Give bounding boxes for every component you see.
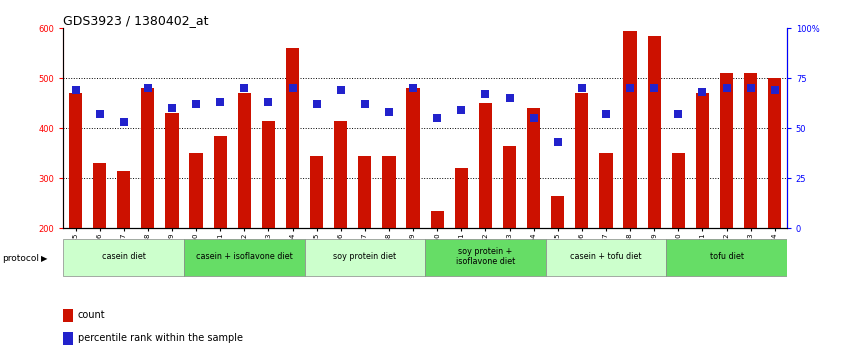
Point [238, 86, 251, 91]
Text: casein + tofu diet: casein + tofu diet [570, 252, 642, 261]
Bar [69, 93, 82, 228]
Bar [672, 153, 685, 228]
Bar [503, 146, 516, 228]
Point [720, 86, 733, 91]
Bar [666, 239, 787, 276]
Bar [63, 332, 73, 345]
Bar [305, 239, 425, 276]
Point [334, 87, 348, 93]
Bar [406, 88, 420, 228]
Point [261, 99, 275, 105]
Bar [599, 153, 613, 228]
Bar [575, 93, 589, 228]
Bar [431, 211, 444, 228]
Bar [310, 156, 323, 228]
Point [406, 86, 420, 91]
Bar [454, 169, 468, 228]
Point [695, 90, 709, 95]
Text: GDS3923 / 1380402_at: GDS3923 / 1380402_at [63, 14, 209, 27]
Bar [165, 113, 179, 228]
Point [382, 109, 396, 115]
Bar [93, 163, 107, 228]
Point [358, 102, 371, 107]
Point [286, 86, 299, 91]
Point [165, 105, 179, 111]
Point [744, 86, 757, 91]
Point [551, 139, 564, 145]
Text: ▶: ▶ [41, 254, 47, 263]
Text: tofu diet: tofu diet [710, 252, 744, 261]
Point [117, 120, 130, 125]
Text: soy protein diet: soy protein diet [333, 252, 397, 261]
Bar [744, 73, 757, 228]
Text: casein diet: casein diet [102, 252, 146, 261]
Point [69, 87, 82, 93]
Point [768, 87, 782, 93]
Bar [117, 171, 130, 228]
Bar [213, 136, 227, 228]
Bar [425, 239, 546, 276]
Bar [546, 239, 667, 276]
Bar [358, 156, 371, 228]
Bar [624, 31, 637, 228]
Point [93, 112, 107, 117]
Bar [238, 93, 251, 228]
Bar [382, 156, 396, 228]
Point [431, 115, 444, 121]
Bar [768, 78, 782, 228]
Text: count: count [78, 310, 105, 320]
Point [503, 96, 516, 101]
Text: protocol: protocol [3, 254, 40, 263]
Point [624, 86, 637, 91]
Bar [184, 239, 305, 276]
Bar [479, 103, 492, 228]
Text: percentile rank within the sample: percentile rank within the sample [78, 333, 243, 343]
Bar [695, 93, 709, 228]
Bar [141, 88, 155, 228]
Bar [647, 36, 661, 228]
Point [310, 102, 323, 107]
Point [190, 102, 203, 107]
Bar [190, 153, 203, 228]
Point [213, 99, 227, 105]
Point [599, 112, 613, 117]
Bar [63, 309, 73, 322]
Bar [334, 121, 348, 228]
Text: soy protein +
isoflavone diet: soy protein + isoflavone diet [456, 247, 515, 267]
Bar [551, 196, 564, 228]
Text: casein + isoflavone diet: casein + isoflavone diet [196, 252, 293, 261]
Point [454, 108, 468, 113]
Point [141, 86, 155, 91]
Bar [63, 239, 184, 276]
Point [527, 115, 541, 121]
Point [575, 86, 589, 91]
Bar [261, 121, 275, 228]
Bar [286, 48, 299, 228]
Bar [720, 73, 733, 228]
Bar [527, 108, 541, 228]
Point [672, 112, 685, 117]
Point [647, 86, 661, 91]
Point [479, 91, 492, 97]
